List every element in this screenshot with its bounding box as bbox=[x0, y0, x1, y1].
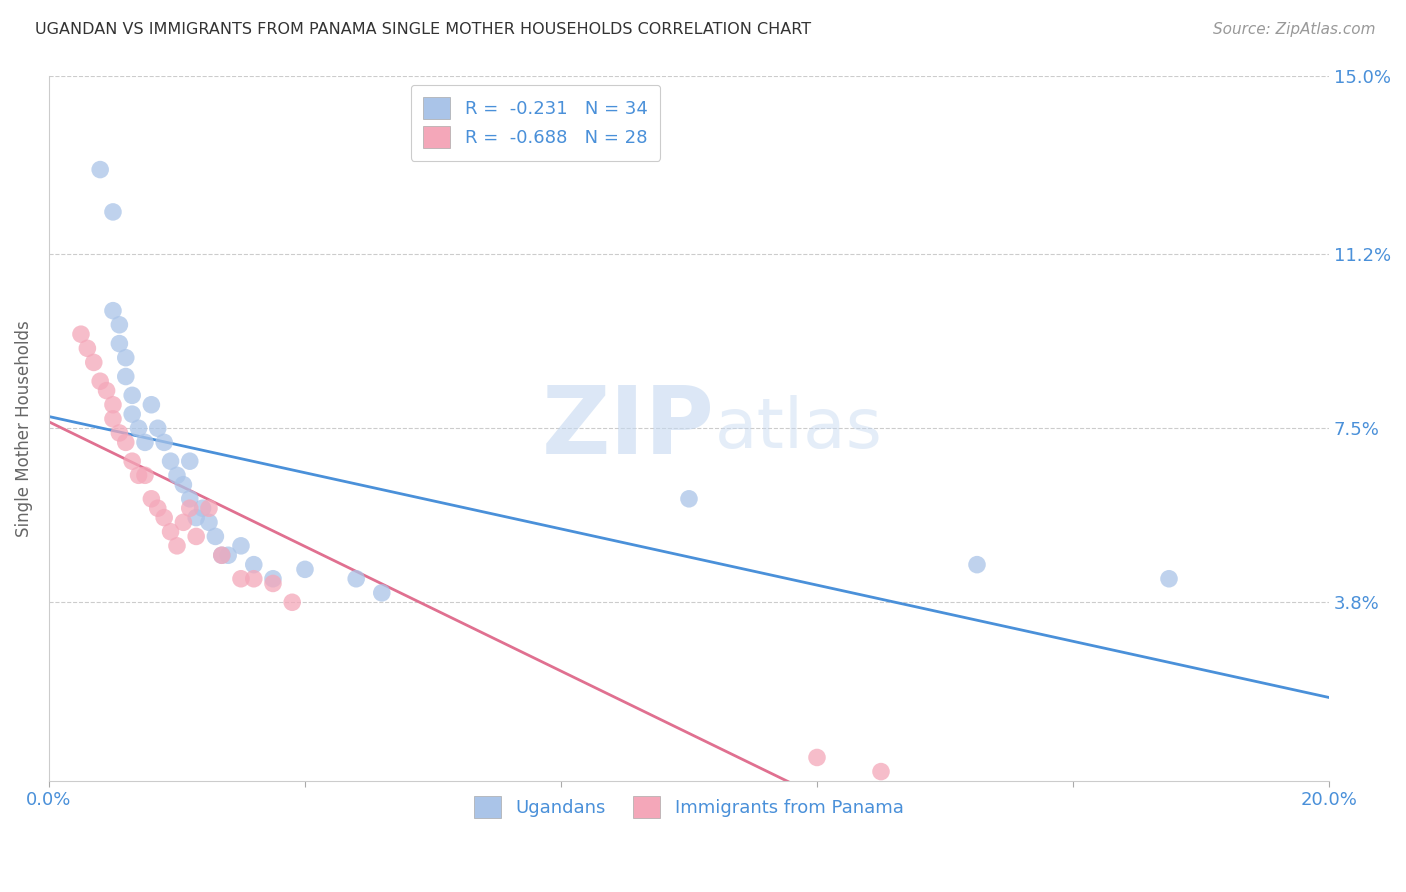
Point bbox=[242, 572, 264, 586]
Point bbox=[211, 548, 233, 562]
Point bbox=[146, 501, 169, 516]
Point bbox=[153, 510, 176, 524]
Y-axis label: Single Mother Households: Single Mother Households bbox=[15, 320, 32, 537]
Point bbox=[101, 412, 124, 426]
Point bbox=[134, 468, 156, 483]
Point bbox=[172, 516, 194, 530]
Point bbox=[159, 454, 181, 468]
Text: ZIP: ZIP bbox=[541, 383, 714, 475]
Legend: Ugandans, Immigrants from Panama: Ugandans, Immigrants from Panama bbox=[467, 789, 911, 825]
Point bbox=[128, 468, 150, 483]
Point bbox=[128, 421, 150, 435]
Point bbox=[179, 454, 201, 468]
Point bbox=[134, 435, 156, 450]
Point bbox=[114, 369, 136, 384]
Point bbox=[166, 468, 188, 483]
Point bbox=[141, 398, 163, 412]
Text: UGANDAN VS IMMIGRANTS FROM PANAMA SINGLE MOTHER HOUSEHOLDS CORRELATION CHART: UGANDAN VS IMMIGRANTS FROM PANAMA SINGLE… bbox=[35, 22, 811, 37]
Point bbox=[146, 421, 169, 435]
Point bbox=[344, 572, 367, 586]
Point bbox=[166, 539, 188, 553]
Point bbox=[966, 558, 988, 572]
Point bbox=[179, 491, 201, 506]
Point bbox=[211, 548, 233, 562]
Point bbox=[141, 491, 163, 506]
Point bbox=[806, 750, 828, 764]
Point bbox=[262, 572, 284, 586]
Point bbox=[678, 491, 700, 506]
Point bbox=[191, 501, 214, 516]
Point bbox=[121, 407, 143, 421]
Point bbox=[186, 529, 208, 543]
Point bbox=[262, 576, 284, 591]
Point bbox=[89, 374, 111, 388]
Point bbox=[229, 572, 252, 586]
Point bbox=[870, 764, 893, 779]
Point bbox=[172, 477, 194, 491]
Point bbox=[198, 501, 221, 516]
Point bbox=[76, 341, 98, 355]
Point bbox=[114, 435, 136, 450]
Point bbox=[242, 558, 264, 572]
Point bbox=[108, 318, 131, 332]
Point bbox=[1157, 572, 1180, 586]
Point bbox=[159, 524, 181, 539]
Point bbox=[96, 384, 118, 398]
Text: Source: ZipAtlas.com: Source: ZipAtlas.com bbox=[1212, 22, 1375, 37]
Point bbox=[108, 336, 131, 351]
Text: atlas: atlas bbox=[714, 395, 883, 462]
Point bbox=[114, 351, 136, 365]
Point bbox=[186, 510, 208, 524]
Point bbox=[83, 355, 105, 369]
Point bbox=[198, 516, 221, 530]
Point bbox=[101, 398, 124, 412]
Point bbox=[204, 529, 226, 543]
Point bbox=[179, 501, 201, 516]
Point bbox=[217, 548, 239, 562]
Point bbox=[294, 562, 316, 576]
Point bbox=[89, 162, 111, 177]
Point bbox=[371, 586, 394, 600]
Point bbox=[101, 205, 124, 219]
Point bbox=[121, 388, 143, 402]
Point bbox=[229, 539, 252, 553]
Point bbox=[70, 327, 93, 342]
Point bbox=[108, 425, 131, 440]
Point bbox=[153, 435, 176, 450]
Point bbox=[101, 303, 124, 318]
Point bbox=[121, 454, 143, 468]
Point bbox=[281, 595, 304, 609]
